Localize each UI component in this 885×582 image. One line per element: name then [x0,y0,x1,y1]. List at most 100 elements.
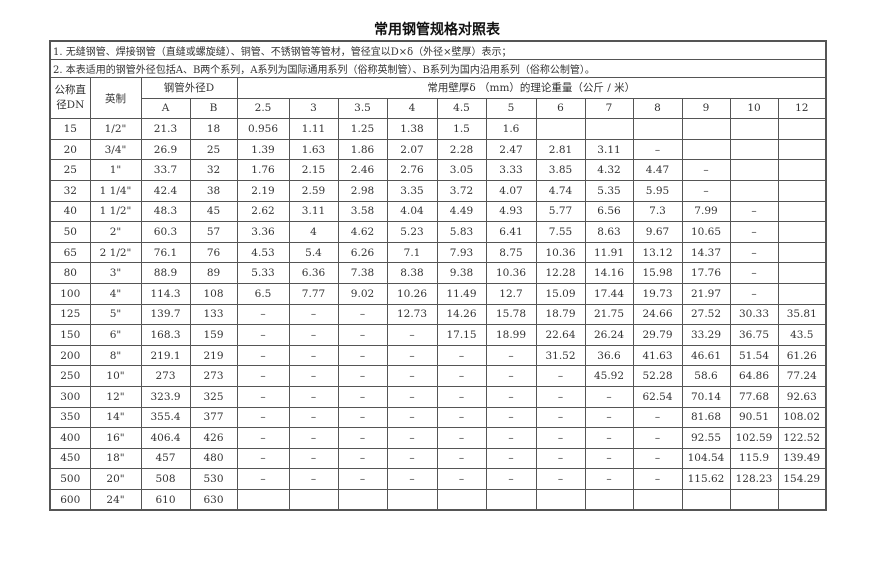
weight-cell: – [485,344,537,367]
weight-cell: 29.79 [632,324,683,346]
weight-cell: 2.28 [436,138,487,161]
table-row: 300 12" 323.9 325– – – – – – – –62.54 70.14 77.68 92.… [49,385,827,408]
weight-cell: – [436,365,487,387]
dn-cell: 150 [49,324,91,346]
diameter-cell: 406.4 [140,427,191,449]
weight-cell: 2.19 [236,179,290,202]
spec-sheet: 常用钢管规格对照表 1. 无缝钢管、焊接钢管（直缝或螺旋缝）、铜管、不锈钢管等管… [49,20,828,512]
header-thickness: 2.5 [236,97,290,120]
weight-cell: 46.61 [681,344,731,367]
weight-cell: 3.11 [288,200,339,223]
diameter-cell: 76 [189,241,238,264]
note-2: 2. 本表适用的钢管外径包括A、B两个系列，A系列为国际通用系列（俗称英制管）、… [49,59,827,78]
weight-cell: 5.33 [236,262,290,284]
weight-cell: 41.63 [632,344,683,367]
diameter-cell: 168.3 [140,324,191,346]
table-row: 450 18" 457 480– – – – – – – – –104.54 115.9 139.49 [49,447,827,470]
page-title: 常用钢管规格对照表 [374,22,500,38]
header-thickness: 9 [681,97,731,120]
table-row: 32 1 1/4" 42.4 38 2.19 2.59 2.98 3.35 3.72 4.07 4.… [49,179,827,202]
weight-cell: 14.26 [436,303,487,326]
weight-cell: – [288,427,339,449]
weight-cell: 8.38 [386,262,438,284]
weight-cell [777,221,827,243]
inch-cell: 16" [89,427,142,449]
weight-cell: – [236,468,290,490]
weight-cell: – [337,324,388,346]
table-row: 500 20" 508 530– – – – – – – – –115.62 128.23 154.29 [49,468,827,490]
diameter-cell: 32 [189,159,238,181]
weight-cell: 33.29 [681,324,731,346]
inch-cell: 2 1/2" [89,241,142,264]
weight-cell: 36.75 [729,324,779,346]
header-thickness: 12 [777,97,827,120]
inch-cell: 20" [89,468,142,490]
inch-cell: 3" [89,262,142,284]
weight-cell [777,118,827,140]
diameter-cell: 76.1 [140,241,191,264]
weight-cell: – [584,406,634,429]
weight-cell [777,241,827,264]
weight-cell: – [337,344,388,367]
diameter-cell: 88.9 [140,262,191,284]
weight-cell: 77.68 [729,385,779,408]
dn-cell: 15 [49,118,91,140]
weight-cell: 0.956 [236,118,290,140]
weight-cell: 154.29 [777,468,827,490]
weight-cell: 9.38 [436,262,487,284]
weight-cell: 6.41 [485,221,537,243]
weight-cell: 52.28 [632,365,683,387]
weight-cell: 2.47 [485,138,537,161]
weight-cell: 3.36 [236,221,290,243]
weight-cell: 2.59 [288,179,339,202]
weight-cell: 36.6 [584,344,634,367]
weight-cell: 4.07 [485,179,537,202]
weight-cell [777,138,827,161]
weight-cell: – [485,447,537,470]
table-row: 350 14" 355.4 377– – – – – – – – –81.68 90.51 108.02 [49,406,827,429]
weight-cell: 92.63 [777,385,827,408]
weight-cell: – [632,447,683,470]
weight-cell: 115.9 [729,447,779,470]
weight-cell: – [288,406,339,429]
inch-cell: 10" [89,365,142,387]
inch-cell: 1 1/2" [89,200,142,223]
table-row: 600 24" 610 630 [49,488,827,511]
weight-cell: – [632,406,683,429]
weight-cell [485,488,537,511]
inch-cell: 6" [89,324,142,346]
weight-cell: – [337,447,388,470]
weight-cell: 62.54 [632,385,683,408]
table-row: 125 5" 139.7 133– – –12.73 14.26 15.78 18.79 21.7… [49,303,827,326]
weight-cell: 19.73 [632,282,683,305]
table-row: 50 2" 60.3 57 3.36 4 4.62 5.23 5.83 6.41 7.55 8.63 9… [49,221,827,243]
weight-cell: 70.14 [681,385,731,408]
weight-cell: 1.11 [288,118,339,140]
weight-cell: – [288,385,339,408]
weight-cell: 10.36 [485,262,537,284]
weight-cell: – [436,468,487,490]
weight-cell: 12.28 [535,262,586,284]
pipe-spec-table: 1. 无缝钢管、焊接钢管（直缝或螺旋缝）、铜管、不锈钢管等管材，管径宜以D×δ（… [49,40,828,512]
weight-cell: 1.38 [386,118,438,140]
weight-cell: – [288,468,339,490]
weight-cell: 15.78 [485,303,537,326]
weight-cell: – [236,447,290,470]
weight-cell: – [535,385,586,408]
dn-cell: 300 [49,385,91,408]
weight-cell: – [729,200,779,223]
dn-cell: 200 [49,344,91,367]
weight-cell: – [729,241,779,264]
table-row: 400 16" 406.4 426– – – – – – – – –92.55 102.59 122.52 [49,427,827,449]
weight-cell: 51.54 [729,344,779,367]
table-row: 65 2 1/2" 76.1 76 4.53 5.4 6.26 7.1 7.93 8.75 10.3… [49,241,827,264]
weight-cell [777,262,827,284]
header-thickness: 4.5 [436,97,487,120]
diameter-cell: 610 [140,488,191,511]
weight-cell: 7.55 [535,221,586,243]
diameter-cell: 60.3 [140,221,191,243]
weight-cell [729,159,779,181]
weight-cell: 15.09 [535,282,586,305]
weight-cell: – [288,303,339,326]
weight-cell: 2.62 [236,200,290,223]
